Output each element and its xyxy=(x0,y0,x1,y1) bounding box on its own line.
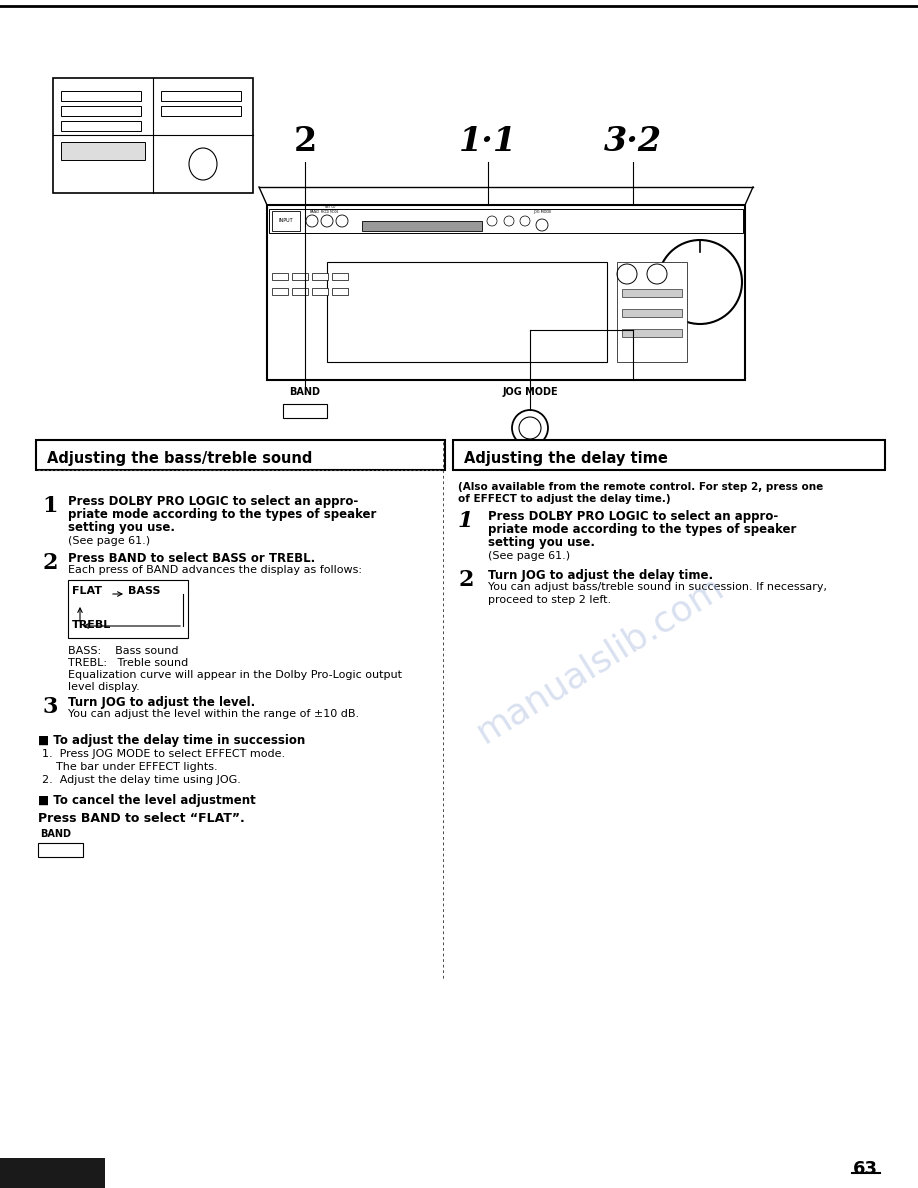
Text: JOG MODE: JOG MODE xyxy=(502,387,558,397)
FancyBboxPatch shape xyxy=(272,211,300,230)
Text: manualslib.com: manualslib.com xyxy=(470,570,730,750)
FancyBboxPatch shape xyxy=(267,206,745,380)
FancyBboxPatch shape xyxy=(53,78,253,192)
Text: JOG MODE: JOG MODE xyxy=(532,210,551,214)
Text: Adjusting the bass/treble sound: Adjusting the bass/treble sound xyxy=(47,450,312,466)
Text: Press BAND to select “FLAT”.: Press BAND to select “FLAT”. xyxy=(38,813,245,824)
FancyBboxPatch shape xyxy=(68,580,188,638)
FancyBboxPatch shape xyxy=(269,209,743,233)
FancyBboxPatch shape xyxy=(292,287,308,295)
FancyBboxPatch shape xyxy=(312,287,328,295)
Text: You can adjust bass/treble sound in succession. If necessary,: You can adjust bass/treble sound in succ… xyxy=(488,582,827,592)
FancyBboxPatch shape xyxy=(327,263,607,362)
Text: BAND: BAND xyxy=(289,387,320,397)
FancyBboxPatch shape xyxy=(622,329,682,337)
Text: 2: 2 xyxy=(294,125,317,158)
Text: BASS: BASS xyxy=(128,586,161,596)
FancyBboxPatch shape xyxy=(161,106,241,116)
Text: Equalization curve will appear in the Dolby Pro-Logic output: Equalization curve will appear in the Do… xyxy=(68,670,402,680)
FancyBboxPatch shape xyxy=(61,143,145,160)
Text: (See page 61.): (See page 61.) xyxy=(488,551,570,561)
Text: 1·1: 1·1 xyxy=(459,125,517,158)
Text: BAND: BAND xyxy=(40,829,71,839)
FancyBboxPatch shape xyxy=(61,91,141,101)
Text: Press BAND to select BASS or TREBL.: Press BAND to select BASS or TREBL. xyxy=(68,552,315,565)
Text: Press DOLBY PRO LOGIC to select an appro-: Press DOLBY PRO LOGIC to select an appro… xyxy=(68,495,358,508)
Text: 2.  Adjust the delay time using JOG.: 2. Adjust the delay time using JOG. xyxy=(42,775,241,785)
FancyBboxPatch shape xyxy=(161,91,241,101)
FancyBboxPatch shape xyxy=(0,1158,105,1188)
Text: Turn JOG to adjust the delay time.: Turn JOG to adjust the delay time. xyxy=(488,569,713,582)
Text: ■ To adjust the delay time in succession: ■ To adjust the delay time in succession xyxy=(38,734,306,747)
Text: Each press of BAND advances the display as follows:: Each press of BAND advances the display … xyxy=(68,565,362,575)
Text: proceed to step 2 left.: proceed to step 2 left. xyxy=(488,595,611,605)
FancyBboxPatch shape xyxy=(453,440,885,470)
Text: priate mode according to the types of speaker: priate mode according to the types of sp… xyxy=(488,523,797,536)
FancyBboxPatch shape xyxy=(332,273,348,280)
Text: 1: 1 xyxy=(42,495,58,517)
Text: 3: 3 xyxy=(42,696,57,718)
FancyBboxPatch shape xyxy=(36,440,445,470)
Text: TREBL: TREBL xyxy=(72,620,111,630)
Text: FLAT: FLAT xyxy=(72,586,102,596)
Text: 1.  Press JOG MODE to select EFFECT mode.: 1. Press JOG MODE to select EFFECT mode. xyxy=(42,748,285,759)
Text: 3·2: 3·2 xyxy=(604,125,662,158)
Text: priate mode according to the types of speaker: priate mode according to the types of sp… xyxy=(68,508,376,522)
FancyBboxPatch shape xyxy=(38,843,83,857)
Text: 1: 1 xyxy=(458,510,474,532)
Text: 2: 2 xyxy=(42,552,58,574)
FancyBboxPatch shape xyxy=(272,287,288,295)
Text: of EFFECT to adjust the delay time.): of EFFECT to adjust the delay time.) xyxy=(458,494,671,504)
FancyBboxPatch shape xyxy=(61,121,141,131)
FancyBboxPatch shape xyxy=(61,106,141,116)
FancyBboxPatch shape xyxy=(283,404,327,418)
Text: TREBL:   Treble sound: TREBL: Treble sound xyxy=(68,658,188,668)
Text: setting you use.: setting you use. xyxy=(488,536,595,549)
Text: BAND: BAND xyxy=(310,210,320,214)
Text: (Also available from the remote control. For step 2, press one: (Also available from the remote control.… xyxy=(458,482,823,492)
FancyBboxPatch shape xyxy=(622,309,682,317)
Text: You can adjust the level within the range of ±10 dB.: You can adjust the level within the rang… xyxy=(68,709,359,719)
Text: The bar under EFFECT lights.: The bar under EFFECT lights. xyxy=(42,762,218,772)
FancyBboxPatch shape xyxy=(292,273,308,280)
Text: 2: 2 xyxy=(458,569,474,590)
Text: Press DOLBY PRO LOGIC to select an appro-: Press DOLBY PRO LOGIC to select an appro… xyxy=(488,510,778,523)
Text: (See page 61.): (See page 61.) xyxy=(68,536,151,546)
Text: NET CD
MODE MODE: NET CD MODE MODE xyxy=(321,206,339,214)
Text: ■ To cancel the level adjustment: ■ To cancel the level adjustment xyxy=(38,794,256,807)
FancyBboxPatch shape xyxy=(312,273,328,280)
Text: 63: 63 xyxy=(853,1159,878,1178)
Text: INPUT: INPUT xyxy=(279,219,294,223)
FancyBboxPatch shape xyxy=(332,287,348,295)
Text: setting you use.: setting you use. xyxy=(68,522,175,533)
Text: Adjusting the delay time: Adjusting the delay time xyxy=(464,450,668,466)
FancyBboxPatch shape xyxy=(617,263,687,362)
FancyBboxPatch shape xyxy=(622,289,682,297)
Text: BASS:    Bass sound: BASS: Bass sound xyxy=(68,646,178,656)
FancyBboxPatch shape xyxy=(362,221,482,230)
Text: Turn JOG to adjust the level.: Turn JOG to adjust the level. xyxy=(68,696,255,709)
Text: level display.: level display. xyxy=(68,682,140,691)
FancyBboxPatch shape xyxy=(272,273,288,280)
